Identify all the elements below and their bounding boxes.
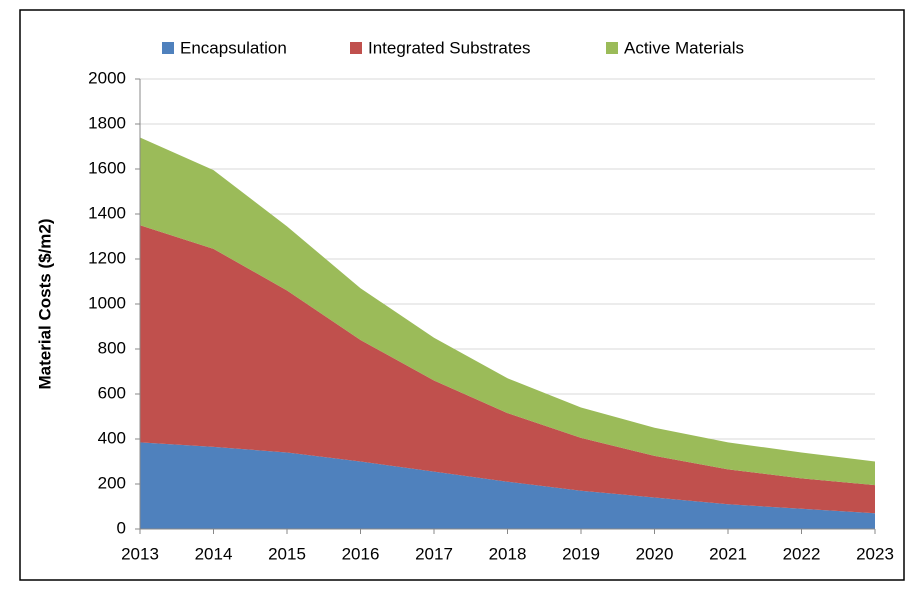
area [140,225,875,514]
x-tick-label: 2019 [562,544,600,563]
y-tick-label: 1600 [88,158,126,177]
area [140,442,875,529]
x-tick-label: 2016 [342,544,380,563]
y-tick-label: 400 [98,428,126,447]
legend-swatch [162,42,174,54]
x-tick-label: 2020 [636,544,674,563]
x-tick-label: 2015 [268,544,306,563]
legend-swatch [350,42,362,54]
y-axis-label: Material Costs ($/m2) [35,219,54,390]
y-tick-label: 200 [98,473,126,492]
x-tick-label: 2017 [415,544,453,563]
y-tick-label: 800 [98,338,126,357]
legend-swatch [606,42,618,54]
y-tick-label: 600 [98,383,126,402]
area [140,137,875,486]
x-tick-label: 2023 [856,544,894,563]
legend-label: Active Materials [624,38,744,57]
y-tick-label: 1400 [88,203,126,222]
x-tick-label: 2014 [195,544,233,563]
y-tick-label: 0 [117,518,126,537]
x-tick-label: 2022 [783,544,821,563]
legend-label: Integrated Substrates [368,38,531,57]
x-tick-label: 2021 [709,544,747,563]
y-tick-label: 2000 [88,68,126,87]
x-tick-label: 2018 [489,544,527,563]
y-tick-label: 1200 [88,248,126,267]
y-tick-label: 1800 [88,113,126,132]
legend-label: Encapsulation [180,38,287,57]
x-tick-label: 2013 [121,544,159,563]
y-tick-label: 1000 [88,293,126,312]
